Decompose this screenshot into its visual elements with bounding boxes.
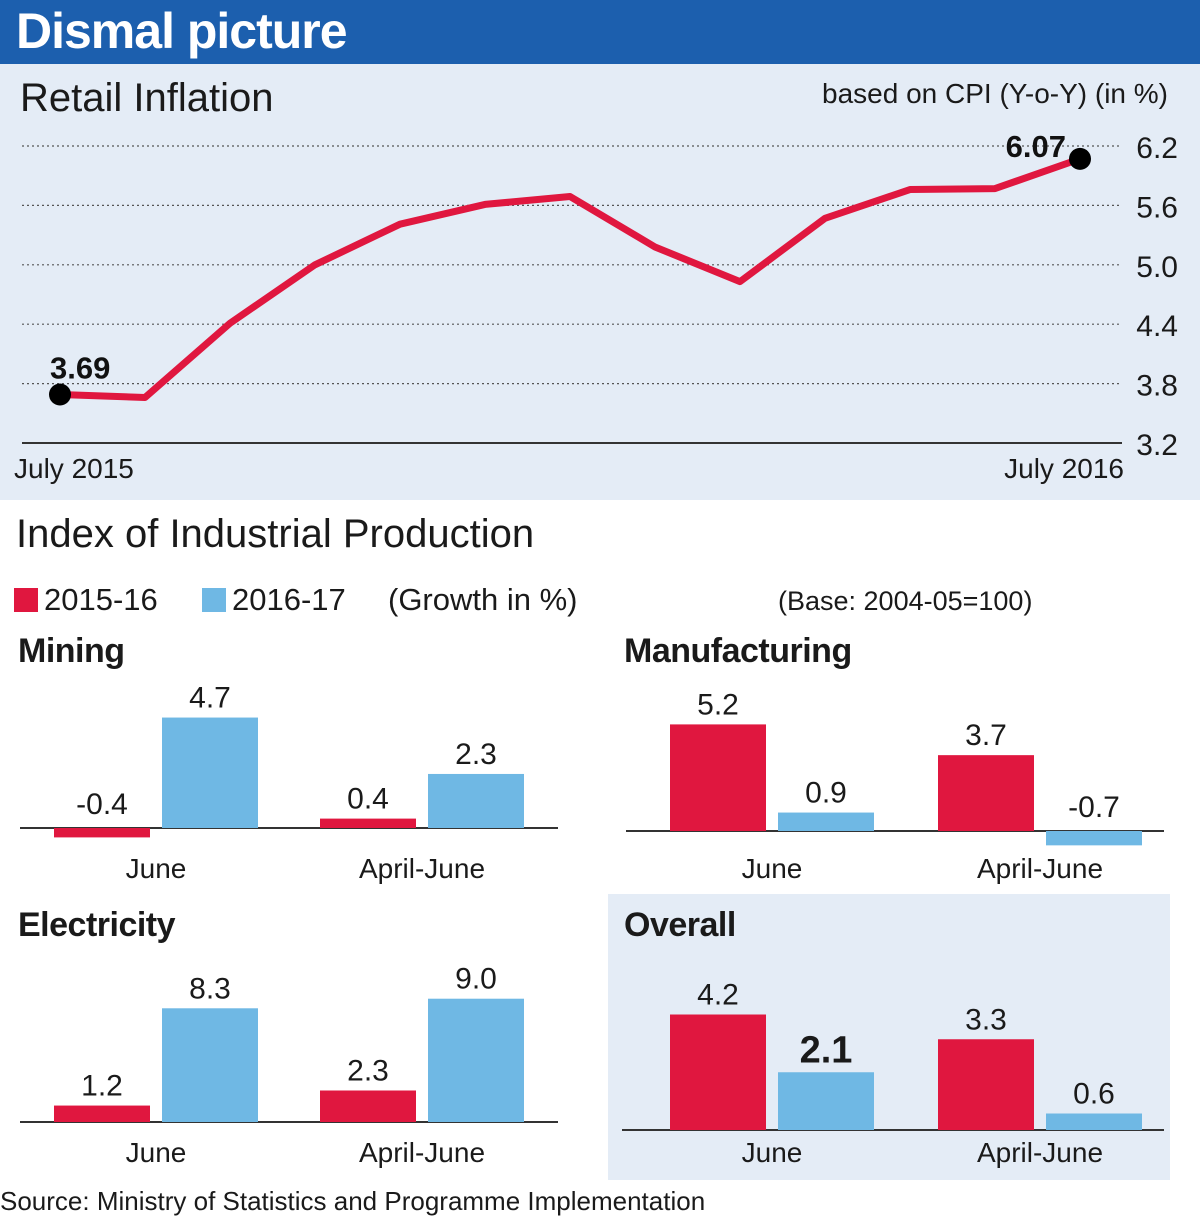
page-title: Dismal picture [16, 3, 348, 59]
bar-2016-17-april-june [428, 998, 524, 1122]
bar-2015-16-june [670, 1014, 766, 1130]
x-tick-label-start: July 2015 [14, 453, 134, 484]
category-label: April-June [359, 1137, 485, 1168]
bar-2016-17-june [778, 812, 874, 831]
bar-value-label: 0.9 [805, 777, 847, 810]
retail-inflation-panel [0, 64, 1200, 500]
mining-title: Mining [18, 632, 125, 670]
iip-title: Index of Industrial Production [16, 512, 535, 556]
electricity-title: Electricity [18, 906, 176, 944]
y-tick-label: 3.2 [1136, 429, 1178, 462]
category-label: June [742, 853, 803, 884]
bar-2015-16-april-june [320, 1090, 416, 1122]
bar-value-label: 1.2 [81, 1070, 123, 1103]
bar-value-label: -0.4 [76, 788, 128, 821]
category-label: April-June [359, 853, 485, 884]
legend-label-2015-16: 2015-16 [44, 582, 158, 617]
y-tick-label: 4.4 [1136, 310, 1178, 343]
y-tick-label: 3.8 [1136, 370, 1178, 403]
last-value-label: 6.07 [1006, 129, 1066, 164]
mining-chart: -0.4 4.7 June 0.4 2.3 April-June [20, 682, 558, 884]
retail-inflation-chart: 6.2 5.6 5.0 4.4 3.8 3.2 3.69 6.07 July 2015 July … [14, 129, 1178, 484]
legend-label-2016-17: 2016-17 [232, 582, 346, 617]
data-point-marker [49, 383, 71, 406]
y-tick-label: 6.2 [1136, 132, 1178, 165]
bar-2015-16-june [54, 828, 150, 838]
bar-2015-16-april-june [938, 1039, 1034, 1130]
bar-2016-17-april-june [1046, 1113, 1142, 1130]
electricity-chart: 1.2 8.3 June 2.3 9.0 April-June [20, 963, 558, 1168]
bar-value-label: 0.6 [1073, 1078, 1115, 1111]
manufacturing-chart: 5.2 0.9 June 3.7 -0.7 April-June [626, 688, 1164, 884]
bar-value-label: 2.1 [800, 1029, 853, 1071]
bar-value-label: 3.3 [965, 1003, 1007, 1036]
bar-2015-16-april-june [320, 818, 416, 828]
legend-swatch-2015-16 [14, 588, 38, 612]
first-value-label: 3.69 [50, 350, 110, 385]
header-band [0, 0, 1200, 64]
x-tick-label-end: July 2016 [1004, 453, 1124, 484]
y-tick-label: 5.6 [1136, 191, 1178, 224]
category-label: June [742, 1137, 803, 1168]
bar-value-label: 5.2 [697, 688, 739, 721]
overall-panel: Overall 4.2 2.1 June 3.3 0.6 April-June [608, 894, 1170, 1180]
bar-value-label: 4.2 [697, 979, 739, 1012]
bar-value-label: 4.7 [189, 682, 231, 715]
inflation-series-line [56, 155, 1084, 401]
bar-value-label: 0.4 [347, 783, 389, 816]
category-label: June [126, 853, 187, 884]
y-tick-label: 5.0 [1136, 251, 1178, 284]
bar-2015-16-april-june [938, 755, 1034, 831]
bar-2016-17-april-june [1046, 831, 1142, 846]
legend-note: (Growth in %) [388, 582, 578, 617]
base-note: (Base: 2004-05=100) [778, 586, 1033, 616]
electricity-panel: Electricity 1.2 8.3 June 2.3 9.0 April-June [0, 894, 600, 1170]
manufacturing-panel: Manufacturing 5.2 0.9 June 3.7 -0.7 April-Jun… [608, 630, 1200, 886]
bar-value-label: -0.7 [1068, 791, 1120, 824]
category-label: June [126, 1137, 187, 1168]
bar-value-label: 9.0 [455, 963, 497, 996]
manufacturing-title: Manufacturing [624, 632, 852, 670]
source-note: Source: Ministry of Statistics and Progr… [0, 1186, 706, 1216]
bar-value-label: 2.3 [347, 1054, 389, 1087]
category-label: April-June [977, 1137, 1103, 1168]
legend-swatch-2016-17 [202, 588, 226, 612]
retail-inflation-unit-note: based on CPI (Y-o-Y) (in %) [822, 78, 1168, 109]
bar-2016-17-june [162, 1008, 258, 1122]
bar-2016-17-june [778, 1072, 874, 1130]
bar-2016-17-june [162, 717, 258, 828]
category-label: April-June [977, 853, 1103, 884]
bar-2016-17-april-june [428, 773, 524, 828]
data-point-marker [1069, 147, 1091, 170]
retail-inflation-title: Retail Inflation [20, 76, 274, 120]
overall-chart: 4.2 2.1 June 3.3 0.6 April-June [622, 979, 1164, 1168]
overall-title: Overall [624, 906, 736, 944]
bar-value-label: 3.7 [965, 719, 1007, 752]
legend-item-2015-16: 2015-16 [14, 582, 158, 618]
mining-panel: Mining -0.4 4.7 June 0.4 2.3 April-June [0, 630, 600, 886]
legend-item-2016-17: 2016-17 [202, 582, 346, 618]
bar-value-label: 2.3 [455, 738, 497, 771]
bar-2015-16-june [670, 724, 766, 831]
bar-2015-16-june [54, 1105, 150, 1122]
bar-value-label: 8.3 [189, 972, 231, 1005]
